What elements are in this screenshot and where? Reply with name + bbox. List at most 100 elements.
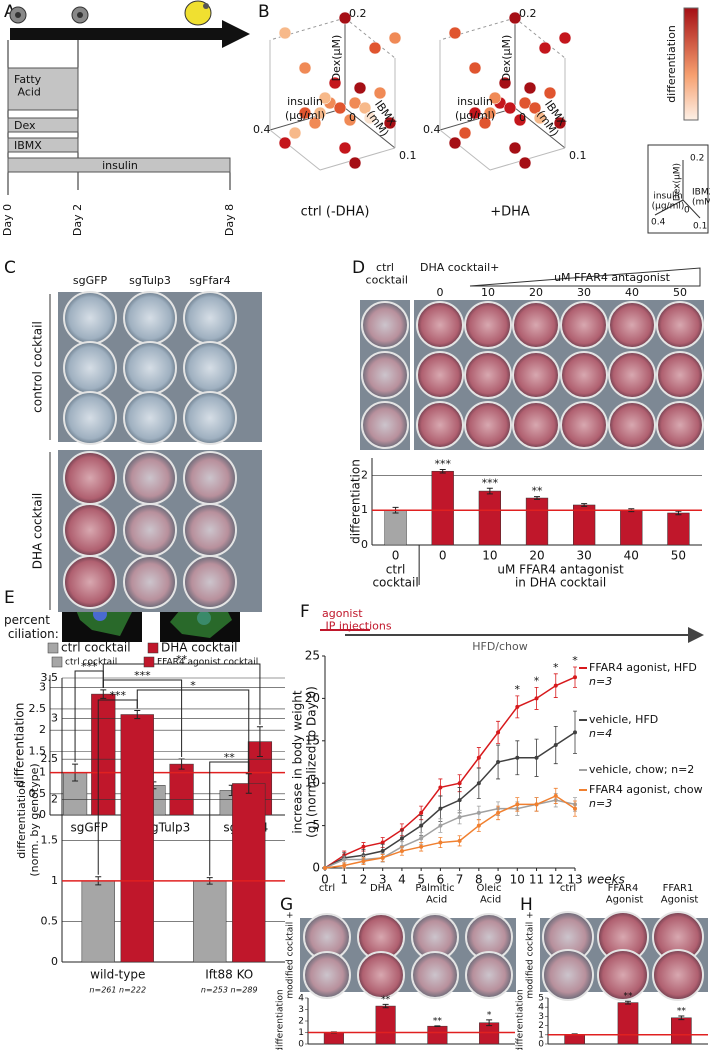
scatter-point xyxy=(338,11,352,25)
treatment-label: IBMX xyxy=(14,139,42,152)
legend-swatch xyxy=(47,642,59,654)
well xyxy=(608,401,656,449)
well xyxy=(123,555,177,609)
treatment-box xyxy=(7,137,79,153)
bar xyxy=(667,512,690,546)
point xyxy=(361,844,366,849)
side-label: modified cocktail + xyxy=(526,911,536,998)
legend-label: vehicle, HFD xyxy=(589,713,658,726)
x-tick-label: 50 xyxy=(671,549,686,563)
significance-label: *** xyxy=(81,660,98,673)
point xyxy=(438,785,443,790)
x-tick-label: 12 xyxy=(548,873,563,887)
x-group-label: in DHA cocktail xyxy=(515,576,606,590)
well xyxy=(652,949,704,1001)
x-tick-label: 5 xyxy=(417,873,425,887)
legend-label: ctrl cocktail xyxy=(61,641,131,655)
axis-text: (µg/ml) xyxy=(285,109,325,122)
point xyxy=(476,781,481,786)
y-tick-label: 4 xyxy=(298,994,304,1004)
significance-bracket xyxy=(136,689,250,772)
y-axis-label: increase in body weight xyxy=(291,690,305,833)
x-tick-label: 3 xyxy=(379,873,387,887)
point xyxy=(476,823,481,828)
point xyxy=(573,675,577,680)
y-tick-label: 1 xyxy=(51,874,58,887)
x-tick-label: 0 xyxy=(439,549,447,563)
axis-key-line xyxy=(682,199,701,219)
scatter-point xyxy=(363,111,377,125)
bar xyxy=(617,1002,639,1045)
well xyxy=(123,391,177,445)
day-label: Day 2 xyxy=(71,204,84,236)
column-label: sgTulp3 xyxy=(129,274,171,287)
scatter-point xyxy=(388,31,402,45)
y-axis-label: differentiation xyxy=(15,781,28,859)
scatter-point xyxy=(318,91,332,105)
scatter-point xyxy=(288,126,302,140)
significance-bracket xyxy=(102,663,261,725)
day-label: Day 8 xyxy=(223,204,236,236)
scatter-point xyxy=(478,116,492,130)
x-tick-label: 0 xyxy=(321,873,329,887)
well xyxy=(656,351,704,399)
well xyxy=(357,951,405,999)
x-tick-label: DHA xyxy=(370,883,392,894)
scatter-point xyxy=(508,11,522,25)
scatter-point xyxy=(333,101,347,115)
point xyxy=(534,696,539,701)
scatter-point xyxy=(383,116,397,130)
column-label: 20 xyxy=(529,286,543,299)
bar xyxy=(120,714,154,963)
scatter-point xyxy=(543,86,557,100)
text-line: Fatty xyxy=(14,73,42,86)
image-caption: percent ciliation: xyxy=(4,613,59,641)
point xyxy=(476,755,481,760)
bar xyxy=(525,497,549,546)
bar xyxy=(169,763,194,816)
treatment-box xyxy=(7,157,231,173)
scatter-point xyxy=(328,76,342,90)
side-label: modified cocktail + xyxy=(286,911,296,998)
significance-label: * xyxy=(553,661,559,674)
axis-text: 0.4 xyxy=(253,123,271,136)
axis-key-text: Dex(µM) xyxy=(673,163,683,201)
significance-label: ** xyxy=(433,1016,443,1026)
point xyxy=(553,743,558,748)
panel-label: H xyxy=(520,895,533,915)
axis-text: Dex(µM) xyxy=(500,35,513,82)
point xyxy=(323,866,327,870)
timeline-arrow-head xyxy=(222,20,250,48)
y-axis-label: differentiation xyxy=(349,459,363,544)
axis-key-text: (µg/ml) xyxy=(652,202,685,212)
series-line xyxy=(324,795,576,869)
well xyxy=(416,351,464,399)
panel-label: D xyxy=(352,258,365,278)
axis-text: insulin xyxy=(287,95,323,108)
point xyxy=(361,859,366,864)
y-tick-label: 0.5 xyxy=(29,787,47,800)
x-tick-label: sgGFP xyxy=(71,821,108,835)
y-tick-label: 2 xyxy=(538,1021,544,1031)
panel-label: E xyxy=(4,588,15,608)
x-tick-label: sgTulp3 xyxy=(145,821,191,835)
legend-label: ctrl cocktail xyxy=(65,658,117,668)
error-bar xyxy=(675,510,682,516)
axis-key-text: (mM) xyxy=(692,198,710,208)
error-bar xyxy=(439,468,446,474)
bar xyxy=(431,470,454,546)
scatter-point xyxy=(348,96,362,110)
well xyxy=(123,451,177,505)
text-line: FFAR1 xyxy=(663,883,694,894)
gradient-triangle xyxy=(469,267,701,287)
legend-label: FFAR4 agonist, HFD xyxy=(589,661,697,674)
significance-label: * xyxy=(534,674,540,687)
significance-label: * xyxy=(487,1010,492,1020)
error-bar xyxy=(581,503,588,507)
row-label: control cocktail xyxy=(31,321,45,413)
text-line: agonist xyxy=(322,607,363,620)
scatter-point xyxy=(373,86,387,100)
diet-label: HFD/chow xyxy=(472,640,528,653)
y-tick-label: 1.5 xyxy=(29,744,47,757)
